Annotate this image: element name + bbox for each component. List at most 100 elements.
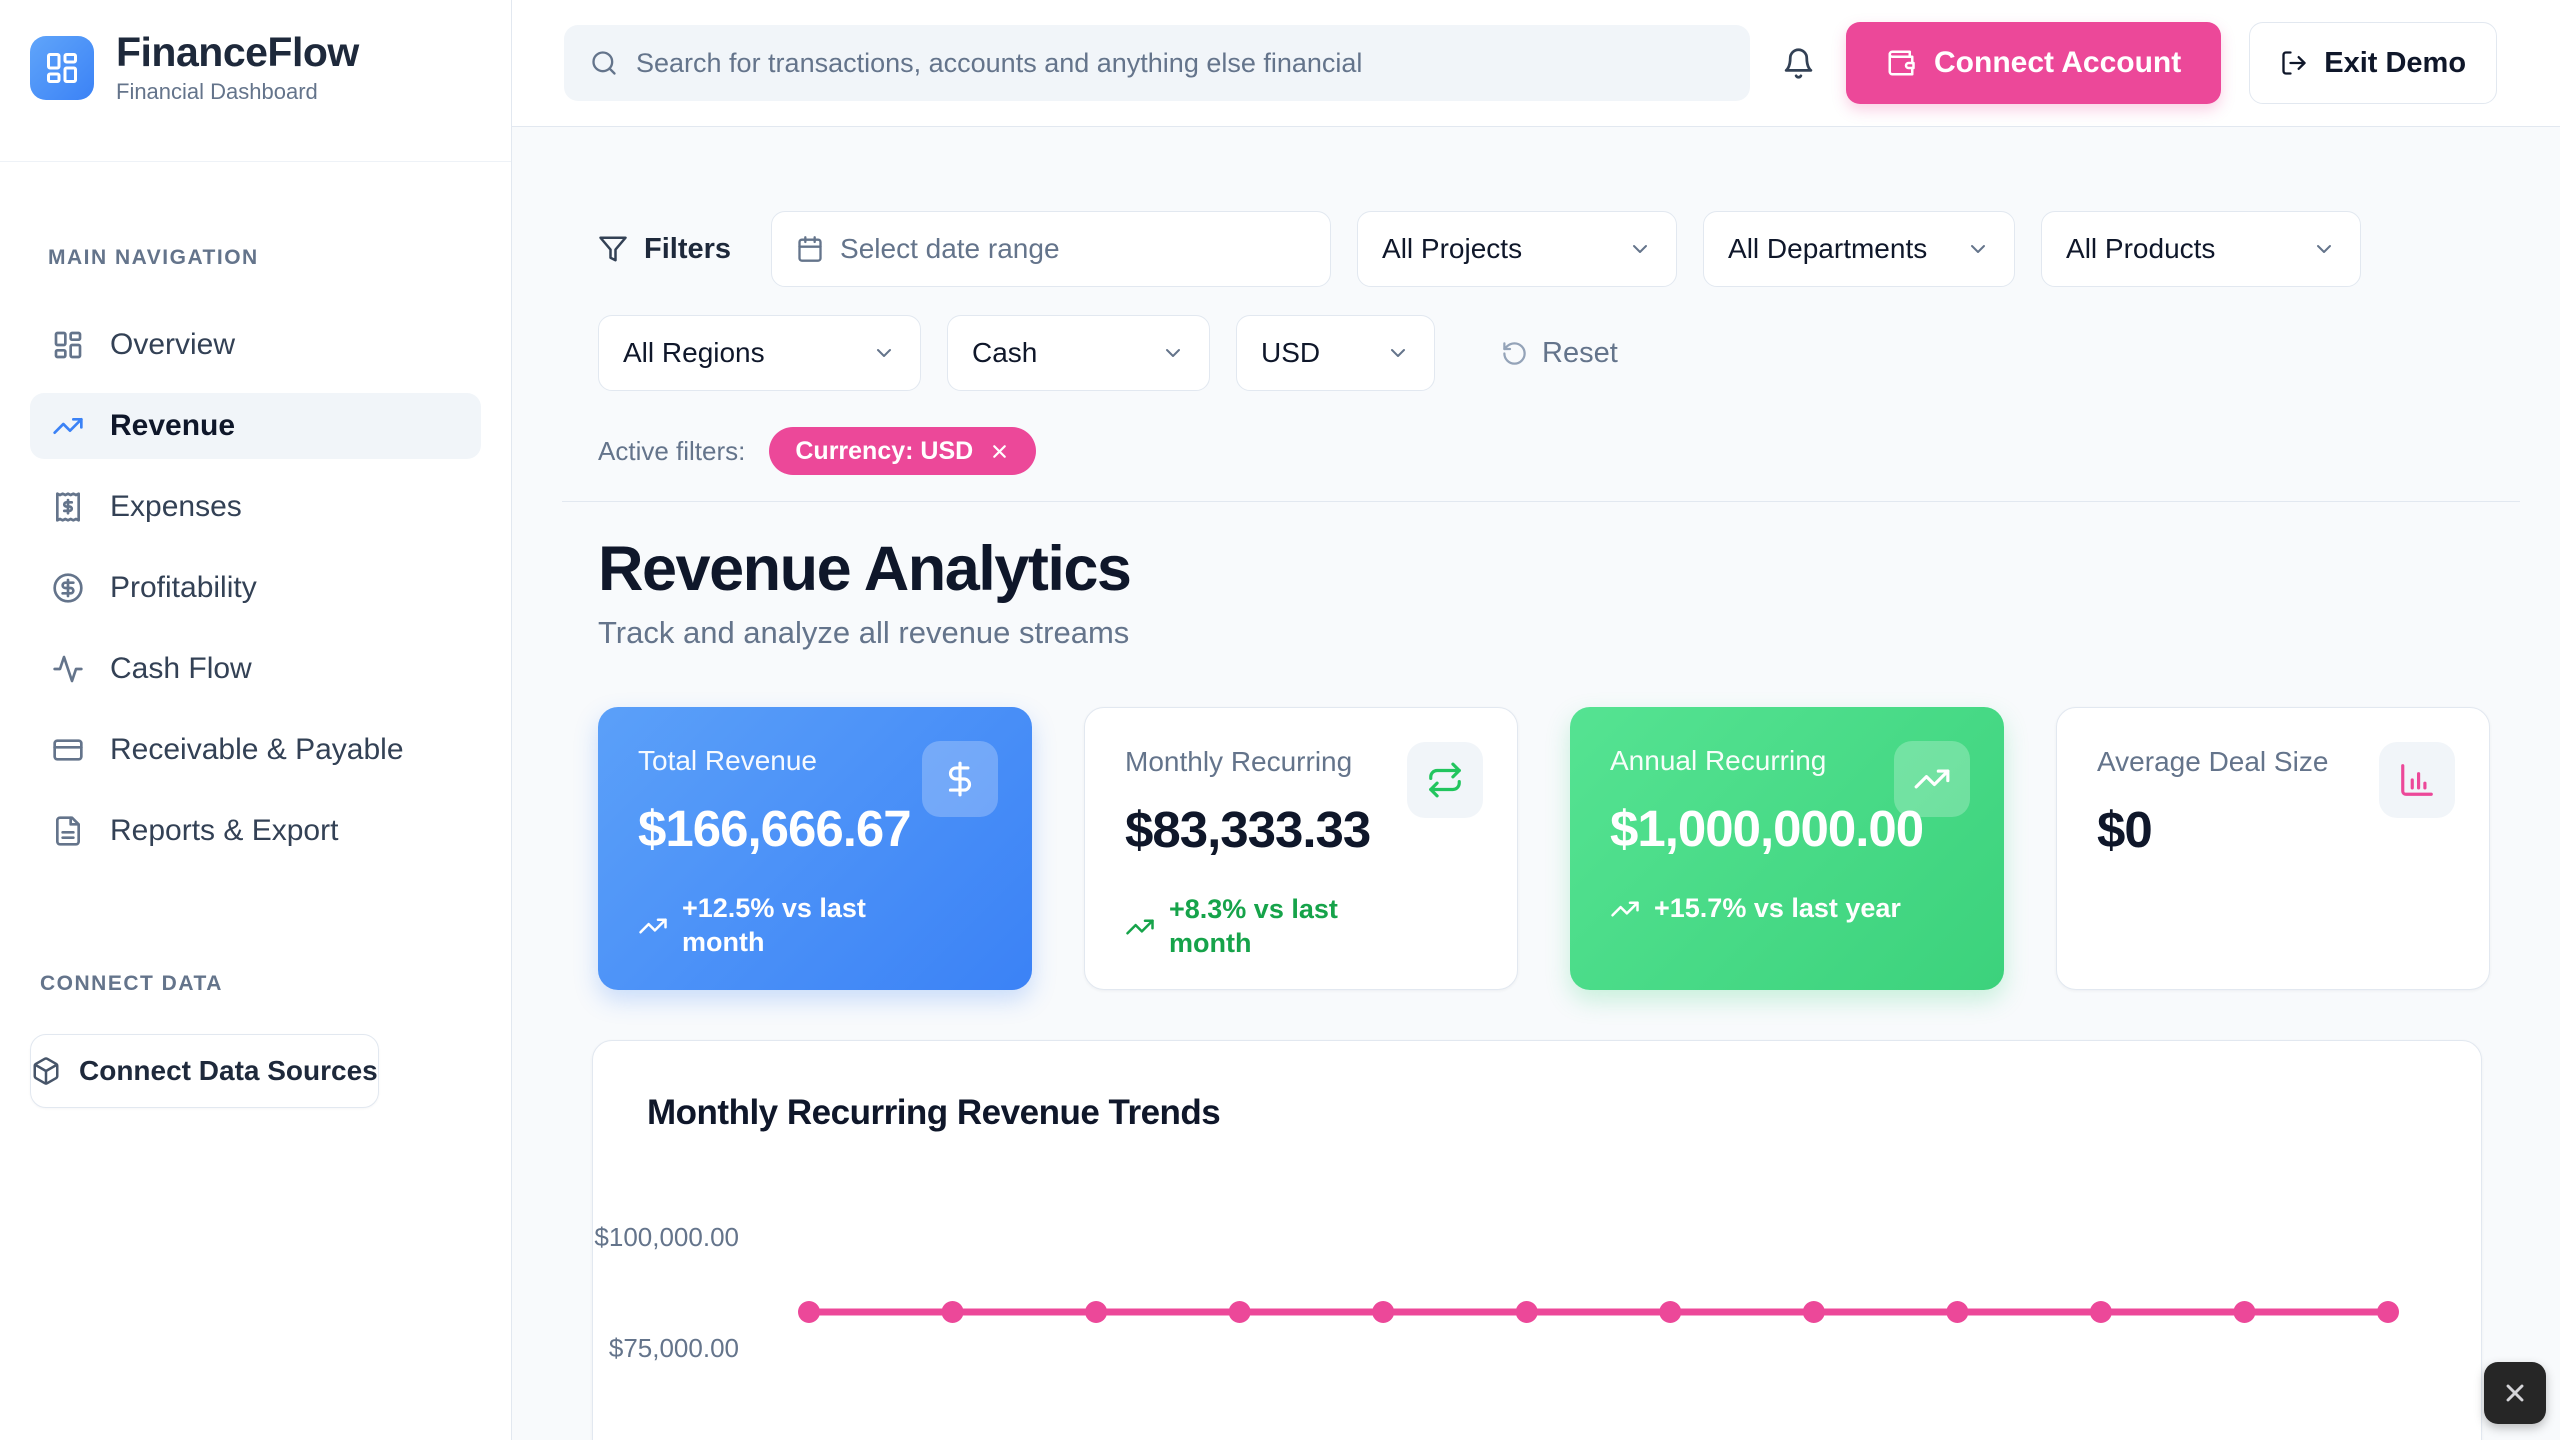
receipt-icon [56,492,80,522]
kpi-label: Annual Recurring [1610,745,1827,776]
sidebar-item-overview[interactable]: Overview [30,312,481,378]
kpi-label: Average Deal Size [2097,746,2329,777]
kpi-cards-row: Total Revenue $166,666.67 +12.5% vs last… [598,707,2520,990]
data-point [1946,1301,1969,1323]
connect-account-button[interactable]: Connect Account [1846,22,2222,104]
brand-block: FinanceFlow Financial Dashboard [116,29,359,105]
connect-section-label: CONNECT DATA [40,972,223,995]
search-input[interactable] [636,47,1724,79]
wallet-icon [1888,50,1915,76]
data-point [1802,1301,1825,1323]
data-point [2377,1301,2399,1323]
sidebar-item-receivable-payable[interactable]: Receivable & Payable [30,717,481,783]
layout-dashboard-icon [54,331,82,359]
section-divider [562,501,2520,502]
kpi-label: Total Revenue [638,745,818,776]
filters-title-label: Filters [644,232,732,265]
kpi-value: $83,333.33 [1125,801,1371,858]
chevron-down-icon [1391,349,1405,357]
departments-dropdown[interactable]: All Departments [1703,211,2016,287]
kpi-card-average-deal-size: Average Deal Size $0 [2056,707,2490,990]
account-type-dropdown-value: Cash [972,337,1038,368]
main-navigation: MAIN NAVIGATION Overview Revenue Expense… [0,162,511,864]
trending-up-icon [639,918,667,934]
currency-dropdown[interactable]: USD [1236,315,1435,391]
account-type-dropdown[interactable]: Cash [947,315,1210,391]
filters-title: Filters [598,233,731,266]
regions-dropdown-value: All Regions [623,337,765,368]
data-point [1659,1301,1682,1323]
data-point [2233,1301,2256,1323]
active-filters-label: Active filters: [598,435,746,466]
products-dropdown[interactable]: All Products [2041,211,2362,287]
chevron-down-icon [1971,245,1986,253]
connect-data-sources-button[interactable]: Connect Data Sources [30,1034,379,1108]
sidebar-item-expenses[interactable]: Expenses [30,474,481,540]
sidebar-item-label: Receivable & Payable [110,733,404,766]
activity-icon [53,655,83,683]
brand-title: FinanceFlow [116,29,359,75]
main-content: Filters All Projects All Departments All… [512,127,2560,1440]
regions-dropdown[interactable]: All Regions [598,315,921,391]
chevron-down-icon [877,349,891,357]
date-range-field[interactable] [840,233,1307,265]
floating-close-button[interactable] [2484,1362,2546,1424]
package-icon [33,1057,59,1085]
kpi-delta-text: +8.3% vs last month [1169,894,1338,958]
kpi-value: $0 [2097,801,2153,858]
active-filter-chip-label: Currency: USD [795,436,974,465]
sidebar-item-profitability[interactable]: Profitability [30,555,481,621]
kpi-icon-badge [2379,742,2455,818]
sidebar-item-reports-export[interactable]: Reports & Export [30,798,481,864]
reset-filters-button[interactable]: Reset [1501,337,1618,370]
trending-up-icon [1611,901,1639,917]
close-icon[interactable] [989,441,1010,462]
repeat-icon [1429,762,1461,798]
topbar: Connect Account Exit Demo [512,0,2560,127]
kpi-icon-badge [922,741,998,817]
sidebar-item-cash-flow[interactable]: Cash Flow [30,636,481,702]
sidebar-item-revenue[interactable]: Revenue [30,393,481,459]
y-axis-tick: $75,000.00 [608,1333,739,1363]
global-search [564,25,1750,101]
filters-row-1: Filters All Projects All Departments All… [598,211,2520,287]
sidebar-item-label: Cash Flow [110,652,252,685]
mrr-line-chart [798,1301,2399,1323]
layout-dashboard-icon [47,53,77,83]
brand-tagline: Financial Dashboard [116,79,318,105]
page-title: Revenue Analytics [598,534,1132,604]
products-dropdown-value: All Products [2066,233,2216,264]
departments-dropdown-value: All Departments [1728,233,1928,264]
circle-dollar-icon [53,573,83,603]
date-range-input[interactable] [771,211,1332,287]
exit-demo-button[interactable]: Exit Demo [2249,22,2498,104]
reset-filters-label: Reset [1542,336,1618,369]
active-filter-chip-currency[interactable]: Currency: USD [769,427,1037,475]
kpi-icon-badge [1894,741,1970,817]
sidebar-item-label: Revenue [110,409,236,442]
chevron-down-icon [2317,245,2332,253]
notifications-button[interactable] [1778,41,1818,85]
kpi-card-annual-recurring: Annual Recurring $1,000,000.00 +15.7% vs… [1570,707,2004,990]
kpi-delta: +8.3% vs last month [1125,893,1477,961]
sidebar-header: FinanceFlow Financial Dashboard [0,0,511,162]
app-logo [30,36,94,100]
data-point [1372,1301,1395,1323]
currency-dropdown-value: USD [1261,337,1321,368]
kpi-delta-text: +12.5% vs last month [682,893,866,957]
mrr-trends-chart-card: Monthly Recurring Revenue Trends $100,00… [592,1040,2482,1440]
y-axis-tick: $100,000.00 [594,1222,739,1252]
bell-icon [1784,47,1812,79]
projects-dropdown[interactable]: All Projects [1357,211,1678,287]
kpi-card-total-revenue: Total Revenue $166,666.67 +12.5% vs last… [598,707,1032,990]
kpi-delta: +15.7% vs last year [1610,892,1964,926]
data-point [1515,1301,1538,1323]
close-icon [2506,1384,2524,1402]
funnel-icon [599,236,627,262]
chevron-down-icon [1166,349,1180,357]
sidebar: FinanceFlow Financial Dashboard MAIN NAV… [0,0,512,1440]
kpi-value: $1,000,000.00 [1610,800,1924,857]
dollar-sign-icon [948,761,971,797]
kpi-value: $166,666.67 [638,800,912,857]
